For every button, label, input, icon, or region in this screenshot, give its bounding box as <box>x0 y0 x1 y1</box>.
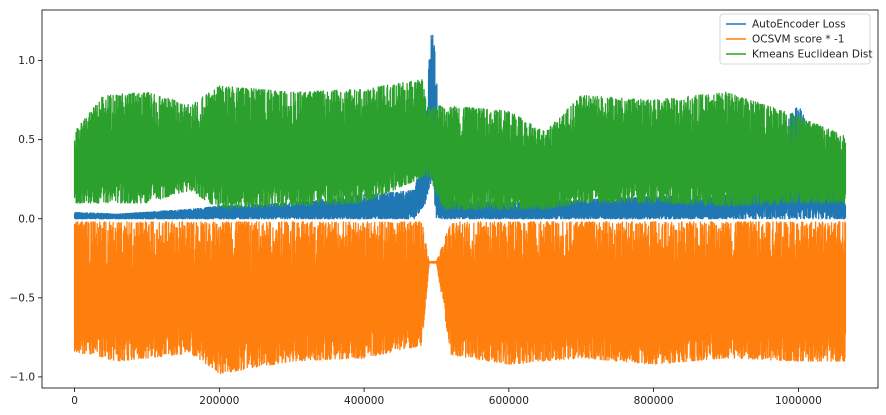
x-tick-label: 800000 <box>634 395 674 407</box>
x-tick-label: 400000 <box>344 395 384 407</box>
y-tick-label: 1.0 <box>18 55 35 67</box>
y-tick-label: −1.0 <box>10 371 36 383</box>
legend: AutoEncoder Loss OCSVM score * -1 Kmeans… <box>719 13 873 65</box>
axes-layer: 0 200000 400000 600000 800000 1000000 −1.0 −0.5… <box>10 55 822 407</box>
series-line-kmeans-euclidean-dist <box>73 79 847 210</box>
series-ocsvm-score-1 <box>73 221 847 375</box>
x-tick-label: 0 <box>71 395 78 407</box>
y-tick-label: −0.5 <box>10 292 36 304</box>
x-tick-label: 600000 <box>489 395 529 407</box>
series-line-ocsvm-score-1 <box>73 221 847 375</box>
y-tick-label: 0.5 <box>18 134 35 146</box>
series-layer <box>73 34 847 375</box>
legend-box <box>719 13 871 65</box>
legend-label-ocsvm: OCSVM score * -1 <box>752 34 844 46</box>
x-tick-label: 200000 <box>199 395 239 407</box>
x-tick-label: 1000000 <box>775 395 822 407</box>
plot-frame <box>41 9 879 389</box>
series-kmeans-euclidean-dist <box>73 79 847 210</box>
y-tick-label: 0.0 <box>18 213 35 225</box>
legend-label-kmeans: Kmeans Euclidean Dist <box>752 49 873 61</box>
legend-label-autoencoder: AutoEncoder Loss <box>752 19 846 31</box>
